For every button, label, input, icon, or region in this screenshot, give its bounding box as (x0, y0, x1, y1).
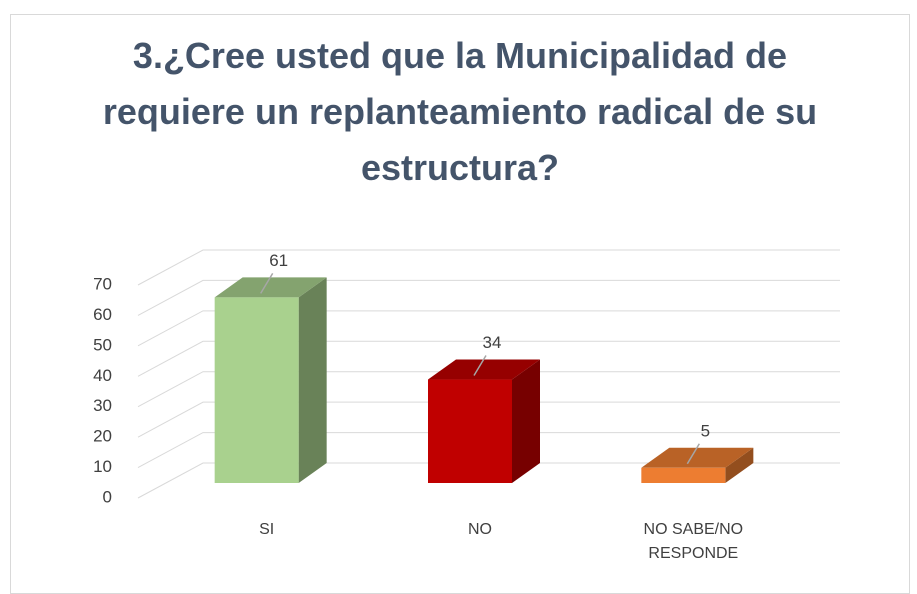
y-tick-label: 40 (93, 366, 112, 385)
grid-line (137, 249, 840, 286)
bar (428, 379, 512, 483)
label-leader (260, 272, 274, 294)
data-label: 61 (269, 251, 288, 270)
bar-side (725, 447, 754, 483)
grid-line (137, 401, 840, 438)
data-label: 5 (701, 421, 710, 440)
x-tick-label: NO (468, 521, 492, 538)
y-tick-label: 60 (93, 305, 112, 324)
bar-top (214, 277, 327, 298)
bar-top (641, 447, 754, 468)
grid-line (137, 462, 840, 499)
grid-line (137, 310, 840, 347)
bar (214, 297, 299, 483)
y-tick-label: 70 (93, 274, 112, 293)
data-label: 34 (483, 333, 502, 352)
grid-line (137, 432, 840, 469)
y-tick-label: 10 (93, 457, 112, 476)
y-tick-label: 20 (93, 427, 112, 446)
x-tick-label: NO SABE/NO RESPONDE (643, 521, 744, 562)
grid-line (137, 371, 840, 408)
bar-side (512, 359, 540, 483)
bar (641, 467, 726, 483)
label-leader (686, 443, 700, 465)
bar-side (298, 277, 327, 483)
y-tick-label: 50 (93, 335, 112, 354)
bar-top (428, 359, 540, 380)
y-tick-label: 30 (93, 396, 112, 415)
y-tick-label: 0 (103, 487, 112, 506)
grid-line (137, 340, 840, 377)
chart-title: 3.¿Cree usted que la Municipalidad de re… (102, 35, 818, 188)
label-leader (473, 355, 487, 376)
grid-line (137, 279, 840, 316)
x-tick-label: SI (259, 521, 275, 538)
